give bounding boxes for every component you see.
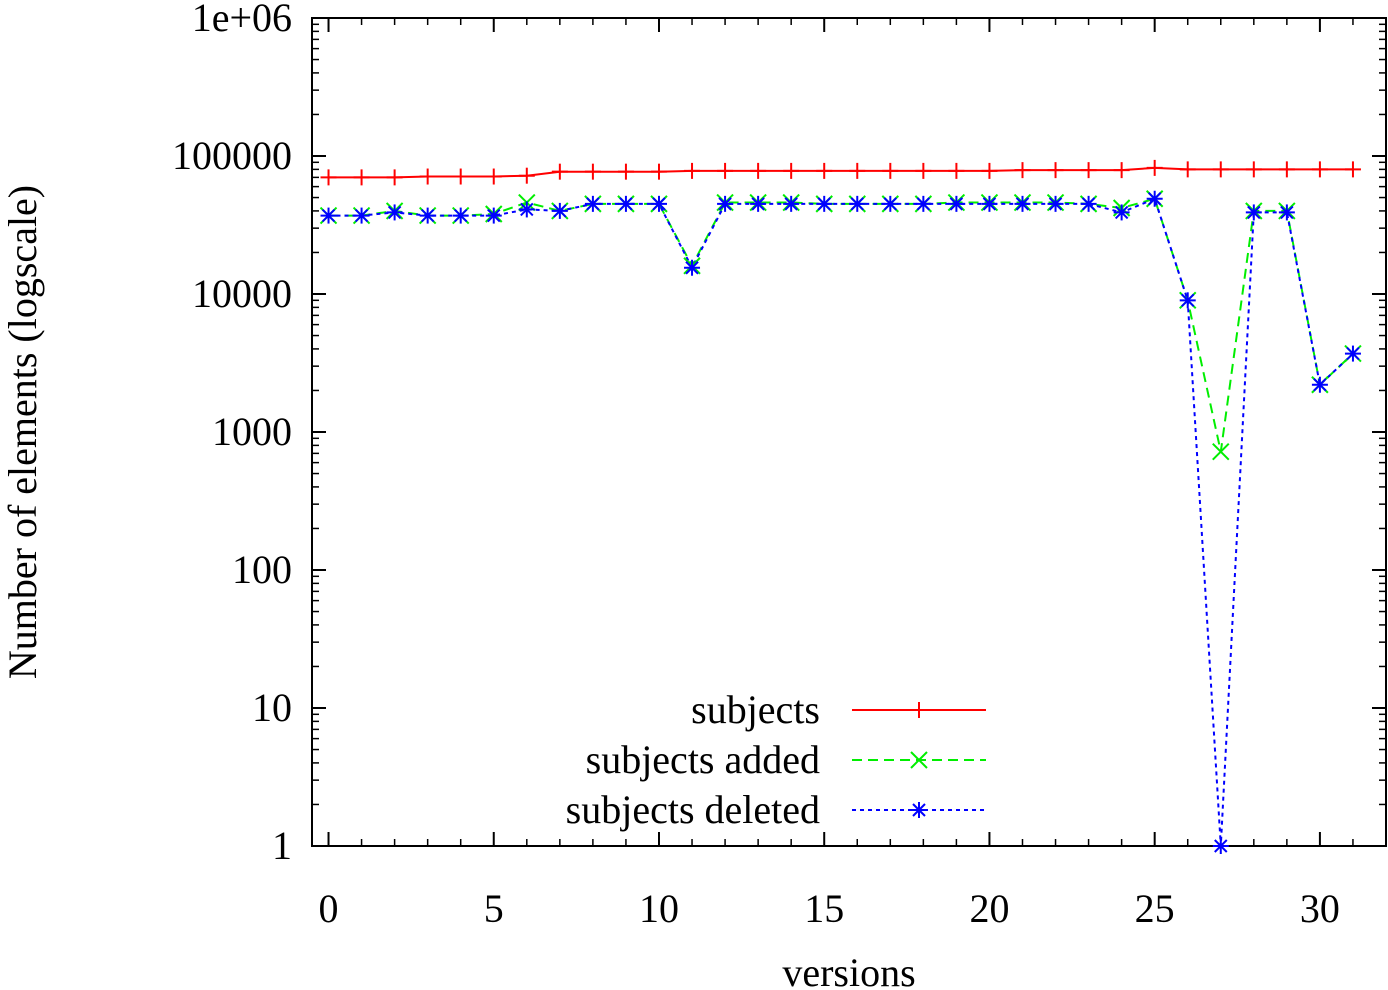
- data-point-subjects-deleted: [1245, 204, 1262, 221]
- x-tick-label: 20: [969, 886, 1009, 931]
- data-point-subjects: [1179, 161, 1196, 178]
- y-tick-labels: 1 10 100 1000 10000 100000 1e+06: [172, 0, 292, 868]
- x-tick-label: 15: [804, 886, 844, 931]
- x-tick-label: 25: [1135, 886, 1175, 931]
- data-point-subjects: [1245, 161, 1262, 178]
- legend: subjects subjects added subjects deleted: [566, 687, 986, 832]
- x-axis-title: versions: [782, 950, 915, 990]
- series-markers: [319, 159, 1362, 854]
- x-tick-label: 5: [484, 886, 504, 931]
- data-point-subjects: [551, 163, 568, 180]
- data-point-subjects: [452, 168, 469, 185]
- series-line-subjects-added: [328, 197, 1354, 452]
- y-tick-label: 100000: [172, 133, 292, 178]
- data-point-subjects: [584, 163, 601, 180]
- data-point-subjects: [650, 163, 667, 180]
- data-point-subjects: [849, 162, 866, 179]
- data-point-subjects-deleted: [320, 207, 337, 224]
- data-point-subjects-deleted: [386, 204, 403, 221]
- y-axis-title: Number of elements (logscale): [0, 185, 45, 679]
- y-tick-label: 1e+06: [192, 0, 292, 40]
- axis-ticks: [312, 17, 1386, 847]
- legend-label-subjects: subjects: [691, 687, 820, 732]
- data-point-subjects-deleted: [750, 195, 767, 212]
- data-point-subjects-deleted: [452, 207, 469, 224]
- data-point-subjects: [1014, 162, 1031, 179]
- data-point-subjects-deleted: [353, 207, 370, 224]
- data-point-subjects-deleted: [1113, 204, 1130, 221]
- data-point-subjects-deleted: [1146, 190, 1163, 207]
- data-point-subjects-deleted: [915, 195, 932, 212]
- x-tick-label: 0: [319, 886, 339, 931]
- y-tick-label: 1000: [212, 409, 292, 454]
- y-tick-label: 10000: [192, 271, 292, 316]
- legend-marker-subjects-deleted: [911, 802, 927, 818]
- data-point-subjects: [485, 168, 502, 185]
- data-point-subjects-deleted: [551, 202, 568, 219]
- data-point-subjects: [915, 162, 932, 179]
- data-point-subjects: [717, 162, 734, 179]
- data-point-subjects: [684, 162, 701, 179]
- data-point-subjects-deleted: [1212, 838, 1229, 854]
- data-point-subjects-deleted: [816, 195, 833, 212]
- data-point-subjects: [1278, 161, 1295, 178]
- x-tick-labels: 0 5 10 15 20 25 30: [319, 886, 1340, 931]
- data-point-subjects: [1113, 162, 1130, 179]
- y-tick-label: 10: [252, 685, 292, 730]
- data-point-subjects: [419, 168, 436, 185]
- data-point-subjects-deleted: [849, 195, 866, 212]
- data-point-subjects-deleted: [485, 207, 502, 224]
- data-point-subjects-deleted: [1311, 376, 1328, 393]
- data-point-subjects: [948, 162, 965, 179]
- data-point-subjects-deleted: [1344, 345, 1361, 362]
- data-point-subjects-deleted: [882, 195, 899, 212]
- data-point-subjects-deleted: [584, 195, 601, 212]
- data-point-subjects: [353, 169, 370, 186]
- y-tick-label: 100: [232, 547, 292, 592]
- legend-label-subjects-deleted: subjects deleted: [566, 787, 820, 832]
- data-point-subjects-deleted: [650, 195, 667, 212]
- data-point-subjects-deleted: [948, 195, 965, 212]
- data-point-subjects: [783, 162, 800, 179]
- data-point-subjects-deleted: [1014, 195, 1031, 212]
- x-tick-label: 30: [1300, 886, 1340, 931]
- data-point-subjects: [320, 169, 337, 186]
- data-point-subjects: [750, 162, 767, 179]
- data-point-subjects-deleted: [717, 195, 734, 212]
- data-point-subjects: [1344, 161, 1361, 178]
- data-point-subjects: [1080, 162, 1097, 179]
- x-tick-label: 10: [639, 886, 679, 931]
- data-point-subjects-deleted: [1278, 204, 1295, 221]
- data-point-subjects-deleted: [617, 195, 634, 212]
- legend-marker-subjects-added: [910, 751, 928, 769]
- data-point-subjects: [1311, 161, 1328, 178]
- data-point-subjects-added: [1212, 442, 1230, 461]
- series-line-subjects-deleted: [328, 197, 1354, 847]
- data-point-subjects: [386, 169, 403, 186]
- data-point-subjects-deleted: [518, 201, 535, 218]
- data-point-subjects: [1146, 159, 1163, 176]
- data-point-subjects-deleted: [419, 207, 436, 224]
- series-line-subjects: [328, 166, 1353, 179]
- data-point-subjects: [882, 162, 899, 179]
- plot-area: [311, 17, 1387, 847]
- data-point-subjects: [518, 167, 535, 184]
- data-point-subjects-deleted: [783, 195, 800, 212]
- legend-label-subjects-added: subjects added: [586, 737, 820, 782]
- data-point-subjects: [816, 162, 833, 179]
- data-point-subjects-deleted: [1047, 195, 1064, 212]
- y-tick-label: 1: [272, 823, 292, 868]
- data-point-subjects-deleted: [1179, 292, 1196, 309]
- data-point-subjects-deleted: [684, 259, 701, 276]
- legend-marker-subjects: [911, 702, 927, 718]
- series-lines: [328, 166, 1354, 847]
- data-point-subjects: [617, 163, 634, 180]
- data-point-subjects: [981, 162, 998, 179]
- data-point-subjects: [1047, 162, 1064, 179]
- data-point-subjects-deleted: [1080, 195, 1097, 212]
- data-point-subjects: [1212, 161, 1229, 178]
- data-point-subjects-deleted: [981, 195, 998, 212]
